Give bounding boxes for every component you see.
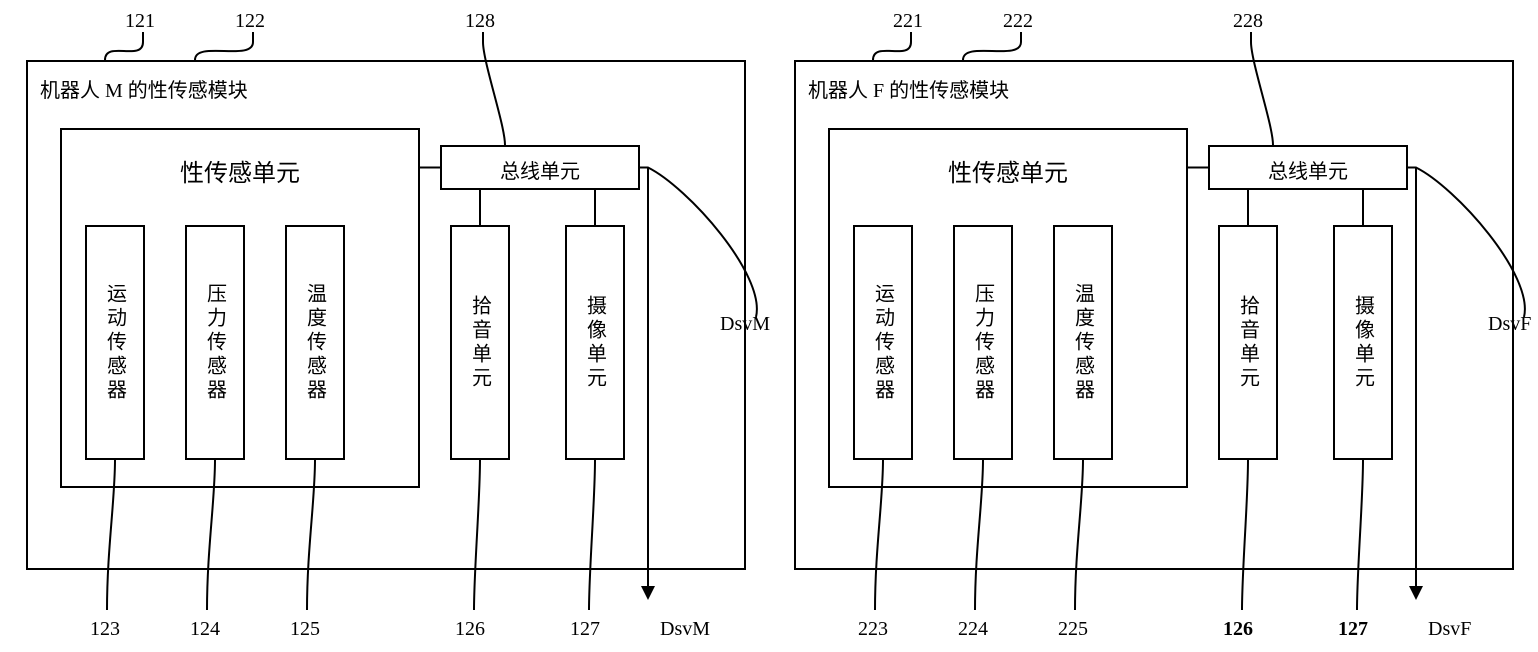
ref-124: 124	[190, 618, 220, 641]
sensor-label-F-0: 运动传感器	[853, 225, 913, 460]
unit-label-M-1: 摄像单元	[565, 225, 625, 460]
unit-label-F-1: 摄像单元	[1333, 225, 1393, 460]
sensor-label-M-2: 温度传感器	[285, 225, 345, 460]
sensor-unit-label-M: 性传感单元	[60, 153, 420, 188]
unit-label-M-0: 拾音单元	[450, 225, 510, 460]
sensor-unit-label-F: 性传感单元	[828, 153, 1188, 188]
output-bottom-M: DsvM	[660, 618, 710, 641]
output-side-F: DsvF	[1488, 313, 1531, 336]
unit-label-F-0: 拾音单元	[1218, 225, 1278, 460]
topref-122: 122	[235, 10, 265, 33]
topref-128: 128	[465, 10, 495, 33]
topref-228: 228	[1233, 10, 1263, 33]
sensor-label-F-2: 温度传感器	[1053, 225, 1113, 460]
output-bottom-F: DsvF	[1428, 618, 1471, 641]
sensor-label-M-1: 压力传感器	[185, 225, 245, 460]
ref-223: 223	[858, 618, 888, 641]
sensor-label-F-1: 压力传感器	[953, 225, 1013, 460]
module-title-M: 机器人 M 的性传感模块	[40, 74, 248, 103]
ref-224: 224	[958, 618, 988, 641]
ref-M-126: 126	[455, 618, 485, 641]
ref-F-127: 127	[1338, 618, 1368, 641]
module-title-F: 机器人 F 的性传感模块	[808, 74, 1009, 103]
bus-unit-label-M: 总线单元	[440, 155, 640, 184]
topref-221: 221	[893, 10, 923, 33]
ref-M-127: 127	[570, 618, 600, 641]
output-side-M: DsvM	[720, 313, 770, 336]
ref-F-126: 126	[1223, 618, 1253, 641]
ref-123: 123	[90, 618, 120, 641]
sensor-label-M-0: 运动传感器	[85, 225, 145, 460]
topref-222: 222	[1003, 10, 1033, 33]
ref-125: 125	[290, 618, 320, 641]
topref-121: 121	[125, 10, 155, 33]
ref-225: 225	[1058, 618, 1088, 641]
bus-unit-label-F: 总线单元	[1208, 155, 1408, 184]
